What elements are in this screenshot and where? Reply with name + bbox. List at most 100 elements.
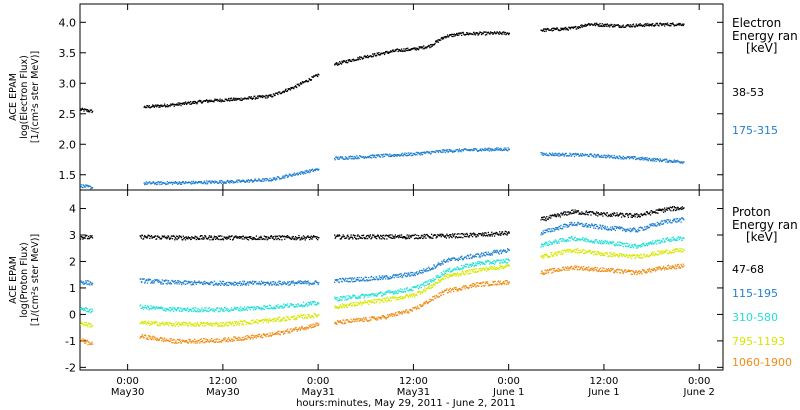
- proton-point: [668, 207, 670, 209]
- electron-point: [258, 95, 260, 97]
- proton-point: [87, 280, 90, 282]
- proton-point: [674, 218, 676, 220]
- proton-point: [281, 235, 284, 237]
- electron-point: [184, 182, 186, 185]
- proton-point: [565, 239, 567, 241]
- proton-point: [543, 242, 546, 245]
- proton-point: [167, 324, 170, 327]
- proton-point: [463, 264, 465, 267]
- proton-point: [279, 282, 281, 285]
- electron-point: [436, 41, 438, 43]
- proton-point: [497, 233, 499, 235]
- electron-point: [553, 153, 555, 155]
- proton-point: [230, 307, 233, 309]
- electron-point: [163, 103, 166, 105]
- proton-point: [561, 240, 563, 242]
- proton-point: [623, 215, 625, 217]
- proton-point: [663, 209, 665, 211]
- proton-point: [238, 321, 240, 323]
- proton-point: [397, 234, 399, 237]
- proton-point: [87, 237, 89, 239]
- electron-point: [447, 36, 450, 38]
- proton-point: [487, 251, 489, 253]
- proton-point: [402, 236, 404, 238]
- proton-point: [192, 308, 194, 310]
- electron-point: [543, 28, 545, 30]
- proton-point: [175, 310, 178, 312]
- proton-point: [87, 283, 89, 286]
- proton-point: [423, 268, 425, 270]
- proton-point: [190, 284, 192, 286]
- proton-point: [567, 211, 569, 213]
- electron-point: [588, 155, 590, 158]
- electron-point: [498, 149, 500, 151]
- electron-point: [406, 49, 408, 52]
- electron-point: [605, 23, 607, 25]
- electron-point: [627, 23, 629, 26]
- proton-point: [154, 320, 157, 323]
- electron-point: [165, 106, 167, 108]
- proton-point: [471, 257, 473, 259]
- proton-point: [378, 237, 381, 239]
- electron-point: [505, 147, 507, 149]
- proton-point: [83, 324, 85, 326]
- proton-point: [647, 244, 649, 247]
- proton-point: [360, 279, 362, 282]
- electron-point: [299, 172, 301, 174]
- proton-point: [281, 284, 283, 286]
- electron-point: [337, 62, 339, 64]
- proton-point: [682, 218, 685, 220]
- proton-point: [601, 242, 603, 245]
- electron-point: [375, 54, 378, 57]
- electron-point: [621, 157, 623, 159]
- electron-point: [389, 153, 391, 155]
- proton-point: [598, 227, 600, 230]
- proton-point: [467, 254, 469, 257]
- electron-point: [368, 156, 370, 159]
- proton-point: [165, 323, 167, 325]
- proton-point: [470, 265, 472, 267]
- proton-point: [681, 208, 683, 211]
- proton-point: [584, 213, 586, 215]
- electron-point: [458, 148, 461, 150]
- proton-point: [637, 214, 639, 216]
- proton-point: [350, 302, 352, 304]
- proton-point: [595, 239, 598, 241]
- electron-point: [374, 154, 376, 157]
- electron-point: [357, 156, 359, 158]
- proton-point: [460, 236, 462, 238]
- electron-point: [152, 105, 154, 108]
- proton-point: [267, 321, 269, 324]
- proton-point: [396, 292, 398, 295]
- electron-point: [145, 181, 148, 183]
- electron-point: [180, 181, 182, 184]
- electron-point: [609, 157, 611, 159]
- proton-point: [679, 207, 682, 210]
- proton-point: [506, 250, 508, 253]
- proton-point: [344, 280, 346, 282]
- electron-point: [224, 181, 226, 183]
- electron-point: [337, 156, 339, 158]
- electron-point: [672, 161, 674, 163]
- proton-point: [665, 208, 668, 211]
- electron-point: [634, 26, 636, 28]
- proton-point: [612, 213, 614, 215]
- electron-point: [455, 32, 458, 35]
- electron-point: [335, 63, 337, 65]
- proton-point: [358, 297, 360, 299]
- proton-point: [412, 274, 414, 276]
- electron-point: [627, 156, 630, 159]
- electron-point: [288, 175, 290, 177]
- electron-point: [171, 183, 174, 185]
- proton-point: [274, 281, 276, 283]
- proton-point: [237, 284, 239, 287]
- electron-point: [500, 32, 503, 34]
- electron-point: [475, 148, 478, 150]
- proton-point: [257, 322, 259, 324]
- proton-point: [420, 236, 422, 239]
- proton-point: [671, 239, 674, 241]
- proton-point: [432, 237, 434, 239]
- proton-ytick-label: 0: [69, 308, 76, 321]
- proton-point: [83, 321, 86, 324]
- electron-point: [616, 155, 618, 158]
